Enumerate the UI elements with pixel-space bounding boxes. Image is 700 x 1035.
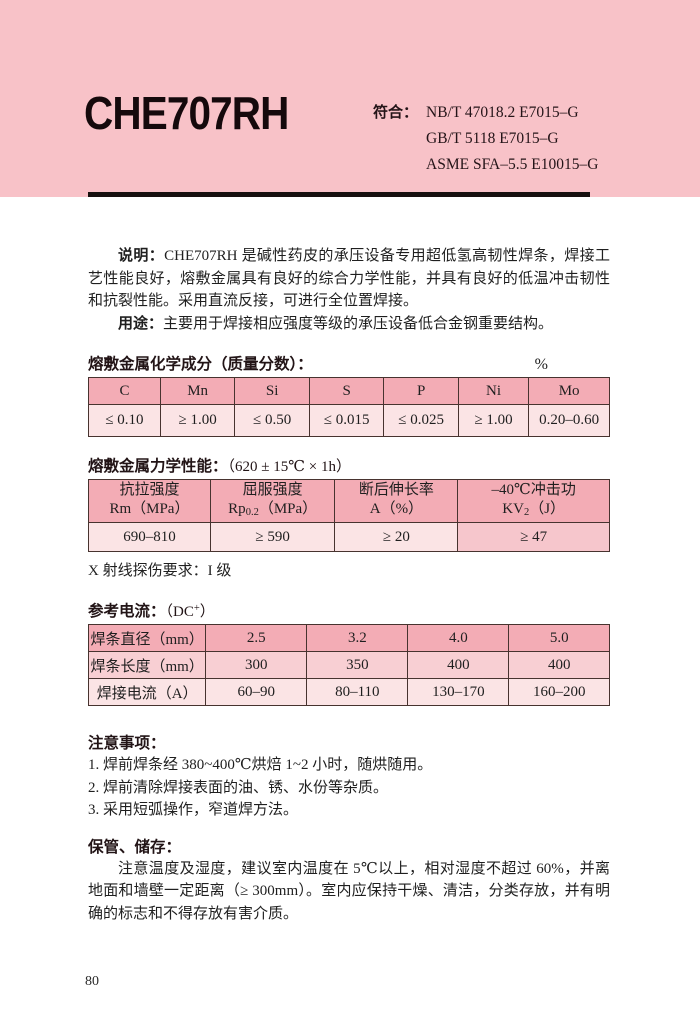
usage-paragraph: 用途：主要用于焊接相应强度等级的承压设备低合金钢重要结构。: [88, 313, 610, 336]
row-label: 焊条长度（mm）: [87, 651, 207, 679]
table-row: 焊条直径（mm） 2.5 3.2 4.0 5.0: [87, 624, 610, 652]
usage-label: 用途：: [118, 314, 164, 332]
header-line1: 屈服强度: [242, 481, 303, 498]
divider-bar: [88, 192, 590, 197]
description-block: 说明：CHE707RH 是碱性药皮的承压设备专用超低氢高韧性焊条，焊接工艺性能良…: [88, 245, 610, 335]
table-cell: ≥ 47: [457, 522, 610, 552]
description-label: 说明：: [118, 247, 165, 264]
table-row: 焊条长度（mm） 300 350 400 400: [87, 651, 610, 679]
table-cell: 400: [407, 651, 510, 679]
column-header: Mo: [528, 377, 610, 405]
table-cell: 690–810: [88, 522, 211, 552]
description-text: CHE707RH 是碱性药皮的承压设备专用超低氢高韧性焊条，焊接工艺性能良好，熔…: [88, 248, 610, 309]
mechanical-properties-table: 抗拉强度 Rm（MPa） 屈服强度 Rp0.2（MPa） 断后伸长率 A（%） …: [88, 479, 610, 552]
column-header: –40℃冲击功 KV2（J）: [457, 479, 610, 523]
column-header: S: [308, 377, 385, 405]
table-row: ≤ 0.10 ≥ 1.00 ≤ 0.50 ≤ 0.015 ≤ 0.025 ≥ 1…: [88, 404, 610, 437]
table-cell: ≥ 590: [209, 522, 336, 552]
notes-title: 注意事项：: [88, 735, 166, 752]
table-cell: ≤ 0.025: [383, 404, 459, 437]
standard-line: ASME SFA–5.5 E10015–G: [426, 156, 599, 173]
header-line2: A（%）: [369, 500, 424, 517]
table-cell: 3.2: [306, 624, 409, 652]
product-title: CHE707RH: [84, 87, 289, 139]
xray-note: X 射线探伤要求：I 级: [88, 563, 232, 579]
standard-line: NB/T 47018.2 E7015–G: [426, 104, 579, 121]
mechanical-title-bold: 熔敷金属力学性能：: [88, 458, 228, 475]
usage-text: 主要用于焊接相应强度等级的承压设备低合金钢重要结构。: [163, 315, 554, 332]
table-row: C Mn Si S P Ni Mo: [88, 377, 610, 405]
table-cell: 160–200: [508, 678, 610, 706]
table-cell: 400: [508, 651, 610, 679]
header-line1: 抗拉强度: [119, 481, 180, 498]
table-cell: 350: [306, 651, 409, 679]
column-header: Mn: [159, 377, 236, 405]
table-cell: 5.0: [508, 624, 610, 652]
table-cell: 2.5: [205, 624, 308, 652]
storage-section: 保管、储存： 注意温度及湿度，建议室内温度在 5℃以上，相对湿度不超过 60%，…: [88, 835, 610, 926]
reference-current-table: 焊条直径（mm） 2.5 3.2 4.0 5.0 焊条长度（mm） 300 35…: [87, 624, 610, 706]
header-line2: KV2（J）: [502, 500, 566, 518]
column-header: 断后伸长率 A（%）: [334, 479, 459, 523]
storage-title: 保管、储存：: [88, 838, 182, 856]
table-cell: 4.0: [407, 624, 510, 652]
header-line1: 断后伸长率: [358, 481, 434, 498]
table-cell: ≥ 20: [334, 522, 459, 552]
current-title-bold: 参考电流：: [88, 603, 166, 620]
header-line2: Rp0.2（MPa）: [228, 500, 318, 518]
table-cell: 60–90: [205, 678, 308, 706]
table-cell: ≤ 0.50: [234, 404, 310, 437]
row-label: 焊条直径（mm）: [87, 624, 207, 652]
header-band: CHE707RH 符合： NB/T 47018.2 E7015–G GB/T 5…: [0, 0, 700, 197]
description-paragraph: 说明：CHE707RH 是碱性药皮的承压设备专用超低氢高韧性焊条，焊接工艺性能良…: [88, 245, 610, 313]
table-row: 690–810 ≥ 590 ≥ 20 ≥ 47: [88, 522, 610, 552]
table-cell: 80–110: [306, 678, 409, 706]
table-cell: ≤ 0.015: [308, 404, 385, 437]
mechanical-section-title: 熔敷金属力学性能：（620 ± 15℃ × 1h）: [88, 454, 610, 476]
notes-list: 1. 焊前焊条经 380~400℃烘焙 1~2 小时，随烘随用。 2. 焊前清除…: [88, 754, 610, 822]
note-item: 2. 焊前清除焊接表面的油、锈、水份等杂质。: [88, 779, 389, 796]
note-item: 3. 采用短弧操作，窄道焊方法。: [88, 802, 299, 818]
current-section-title: 参考电流：（DC+）: [88, 599, 610, 621]
table-cell: ≤ 0.10: [88, 404, 161, 437]
column-header: Si: [234, 377, 310, 405]
row-label: 焊接电流（A）: [87, 678, 207, 706]
table-cell: 130–170: [407, 678, 510, 706]
table-cell: ≥ 1.00: [457, 404, 530, 437]
chemical-composition-table: C Mn Si S P Ni Mo ≤ 0.10 ≥ 1.00 ≤ 0.50 ≤…: [88, 377, 610, 437]
column-header: C: [88, 377, 161, 405]
standards-block: 符合： NB/T 47018.2 E7015–G GB/T 5118 E7015…: [373, 100, 598, 178]
content-area: 说明：CHE707RH 是碱性药皮的承压设备专用超低氢高韧性焊条，焊接工艺性能良…: [87, 245, 610, 926]
table-cell: 0.20–0.60: [528, 404, 610, 437]
table-cell: ≥ 1.00: [159, 404, 236, 437]
table-row: 抗拉强度 Rm（MPa） 屈服强度 Rp0.2（MPa） 断后伸长率 A（%） …: [88, 479, 610, 523]
note-item: 1. 焊前焊条经 380~400℃烘焙 1~2 小时，随烘随用。: [88, 757, 433, 773]
storage-paragraph: 注意温度及湿度，建议室内温度在 5℃以上，相对湿度不超过 60%，并离地面和墙壁…: [88, 860, 610, 922]
chemical-unit-label: %: [534, 356, 548, 373]
column-header: P: [383, 377, 459, 405]
header-line2: Rm（MPa）: [109, 500, 190, 517]
chemical-section-header: 熔敷金属化学成分（质量分数）： %: [88, 352, 610, 374]
mechanical-title-condition: （620 ± 15℃ × 1h）: [227, 459, 351, 475]
table-row: 焊接电流（A） 60–90 80–110 130–170 160–200: [87, 678, 610, 706]
page-number: 80: [85, 974, 99, 989]
notes-section: 注意事项： 1. 焊前焊条经 380~400℃烘焙 1~2 小时，随烘随用。 2…: [88, 731, 610, 822]
current-title-condition: （DC+）: [165, 603, 215, 620]
column-header: Ni: [457, 377, 530, 405]
column-header: 屈服强度 Rp0.2（MPa）: [209, 479, 336, 523]
table-cell: 300: [205, 651, 308, 679]
chemical-section-title: 熔敷金属化学成分（质量分数）：: [88, 356, 313, 373]
conform-label: 符合：: [373, 104, 419, 121]
standard-line: GB/T 5118 E7015–G: [426, 130, 559, 147]
column-header: 抗拉强度 Rm（MPa）: [88, 479, 211, 523]
header-line1: –40℃冲击功: [491, 481, 576, 498]
